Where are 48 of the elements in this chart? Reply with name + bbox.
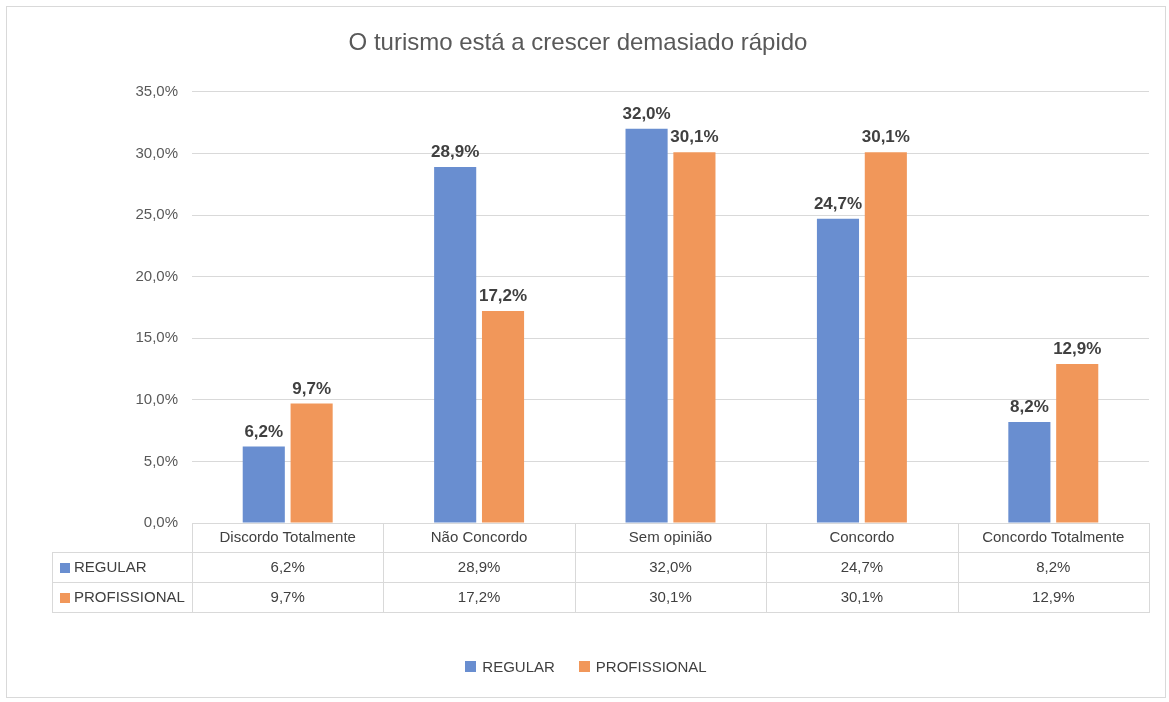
- text: 17,2%: [478, 286, 528, 306]
- data-label: 32,0%: [649, 558, 692, 576]
- text: 8,2%: [1010, 397, 1049, 417]
- bar: [673, 152, 716, 523]
- text: 30,1%: [670, 127, 719, 147]
- text: 9,7%: [292, 378, 331, 398]
- data-label: 6,2%: [270, 558, 305, 576]
- x-tick-label: Concordo: [829, 528, 895, 546]
- data-label: 30,1%: [649, 588, 692, 606]
- data-label: 8,2%: [1036, 558, 1071, 576]
- y-tick-label: 35,0%: [135, 81, 178, 99]
- chart-title: O turismo está a crescer demasiado rápido: [348, 28, 808, 56]
- y-tick-label: 10,0%: [135, 389, 178, 407]
- y-tick-label: 15,0%: [135, 328, 178, 346]
- text: REGULAR: [482, 658, 555, 675]
- text: 24,7%: [813, 193, 863, 213]
- bar: [1056, 364, 1099, 523]
- y-tick-label: 30,0%: [135, 143, 178, 161]
- legend-label: PROFISSIONAL: [74, 588, 185, 606]
- y-tick-label: 25,0%: [135, 205, 178, 223]
- text: PROFISSIONAL: [595, 658, 707, 675]
- legend-label: REGULAR: [74, 558, 147, 576]
- bar: [290, 403, 333, 523]
- text: 32,0%: [622, 103, 671, 123]
- x-tick-label: Discordo Totalmente: [219, 528, 356, 546]
- y-tick-label: 5,0%: [143, 451, 178, 469]
- text: 6,2%: [244, 421, 284, 441]
- x-tick-label: Concordo Totalmente: [982, 528, 1125, 546]
- data-label: 24,7%: [840, 558, 884, 576]
- text: 30,1%: [861, 127, 910, 147]
- x-tick-label: Sem opinião: [628, 528, 713, 546]
- data-label: 30,1%: [840, 588, 884, 606]
- bar: [864, 152, 907, 523]
- bar: [1008, 421, 1051, 523]
- x-tick-label: Não Concordo: [430, 528, 528, 546]
- bar: [816, 218, 860, 523]
- y-tick-label: 20,0%: [135, 266, 178, 284]
- data-label: 17,2%: [457, 588, 501, 606]
- data-label: 9,7%: [270, 588, 305, 606]
- bar: [625, 128, 668, 523]
- text: 12,9%: [1053, 339, 1102, 359]
- bar: [434, 166, 477, 523]
- bar: [481, 311, 525, 523]
- data-label: 28,9%: [457, 558, 501, 576]
- text: 28,9%: [431, 142, 480, 162]
- data-label: 12,9%: [1032, 588, 1075, 606]
- y-tick-label: 0,0%: [143, 513, 178, 531]
- bar: [242, 446, 285, 523]
